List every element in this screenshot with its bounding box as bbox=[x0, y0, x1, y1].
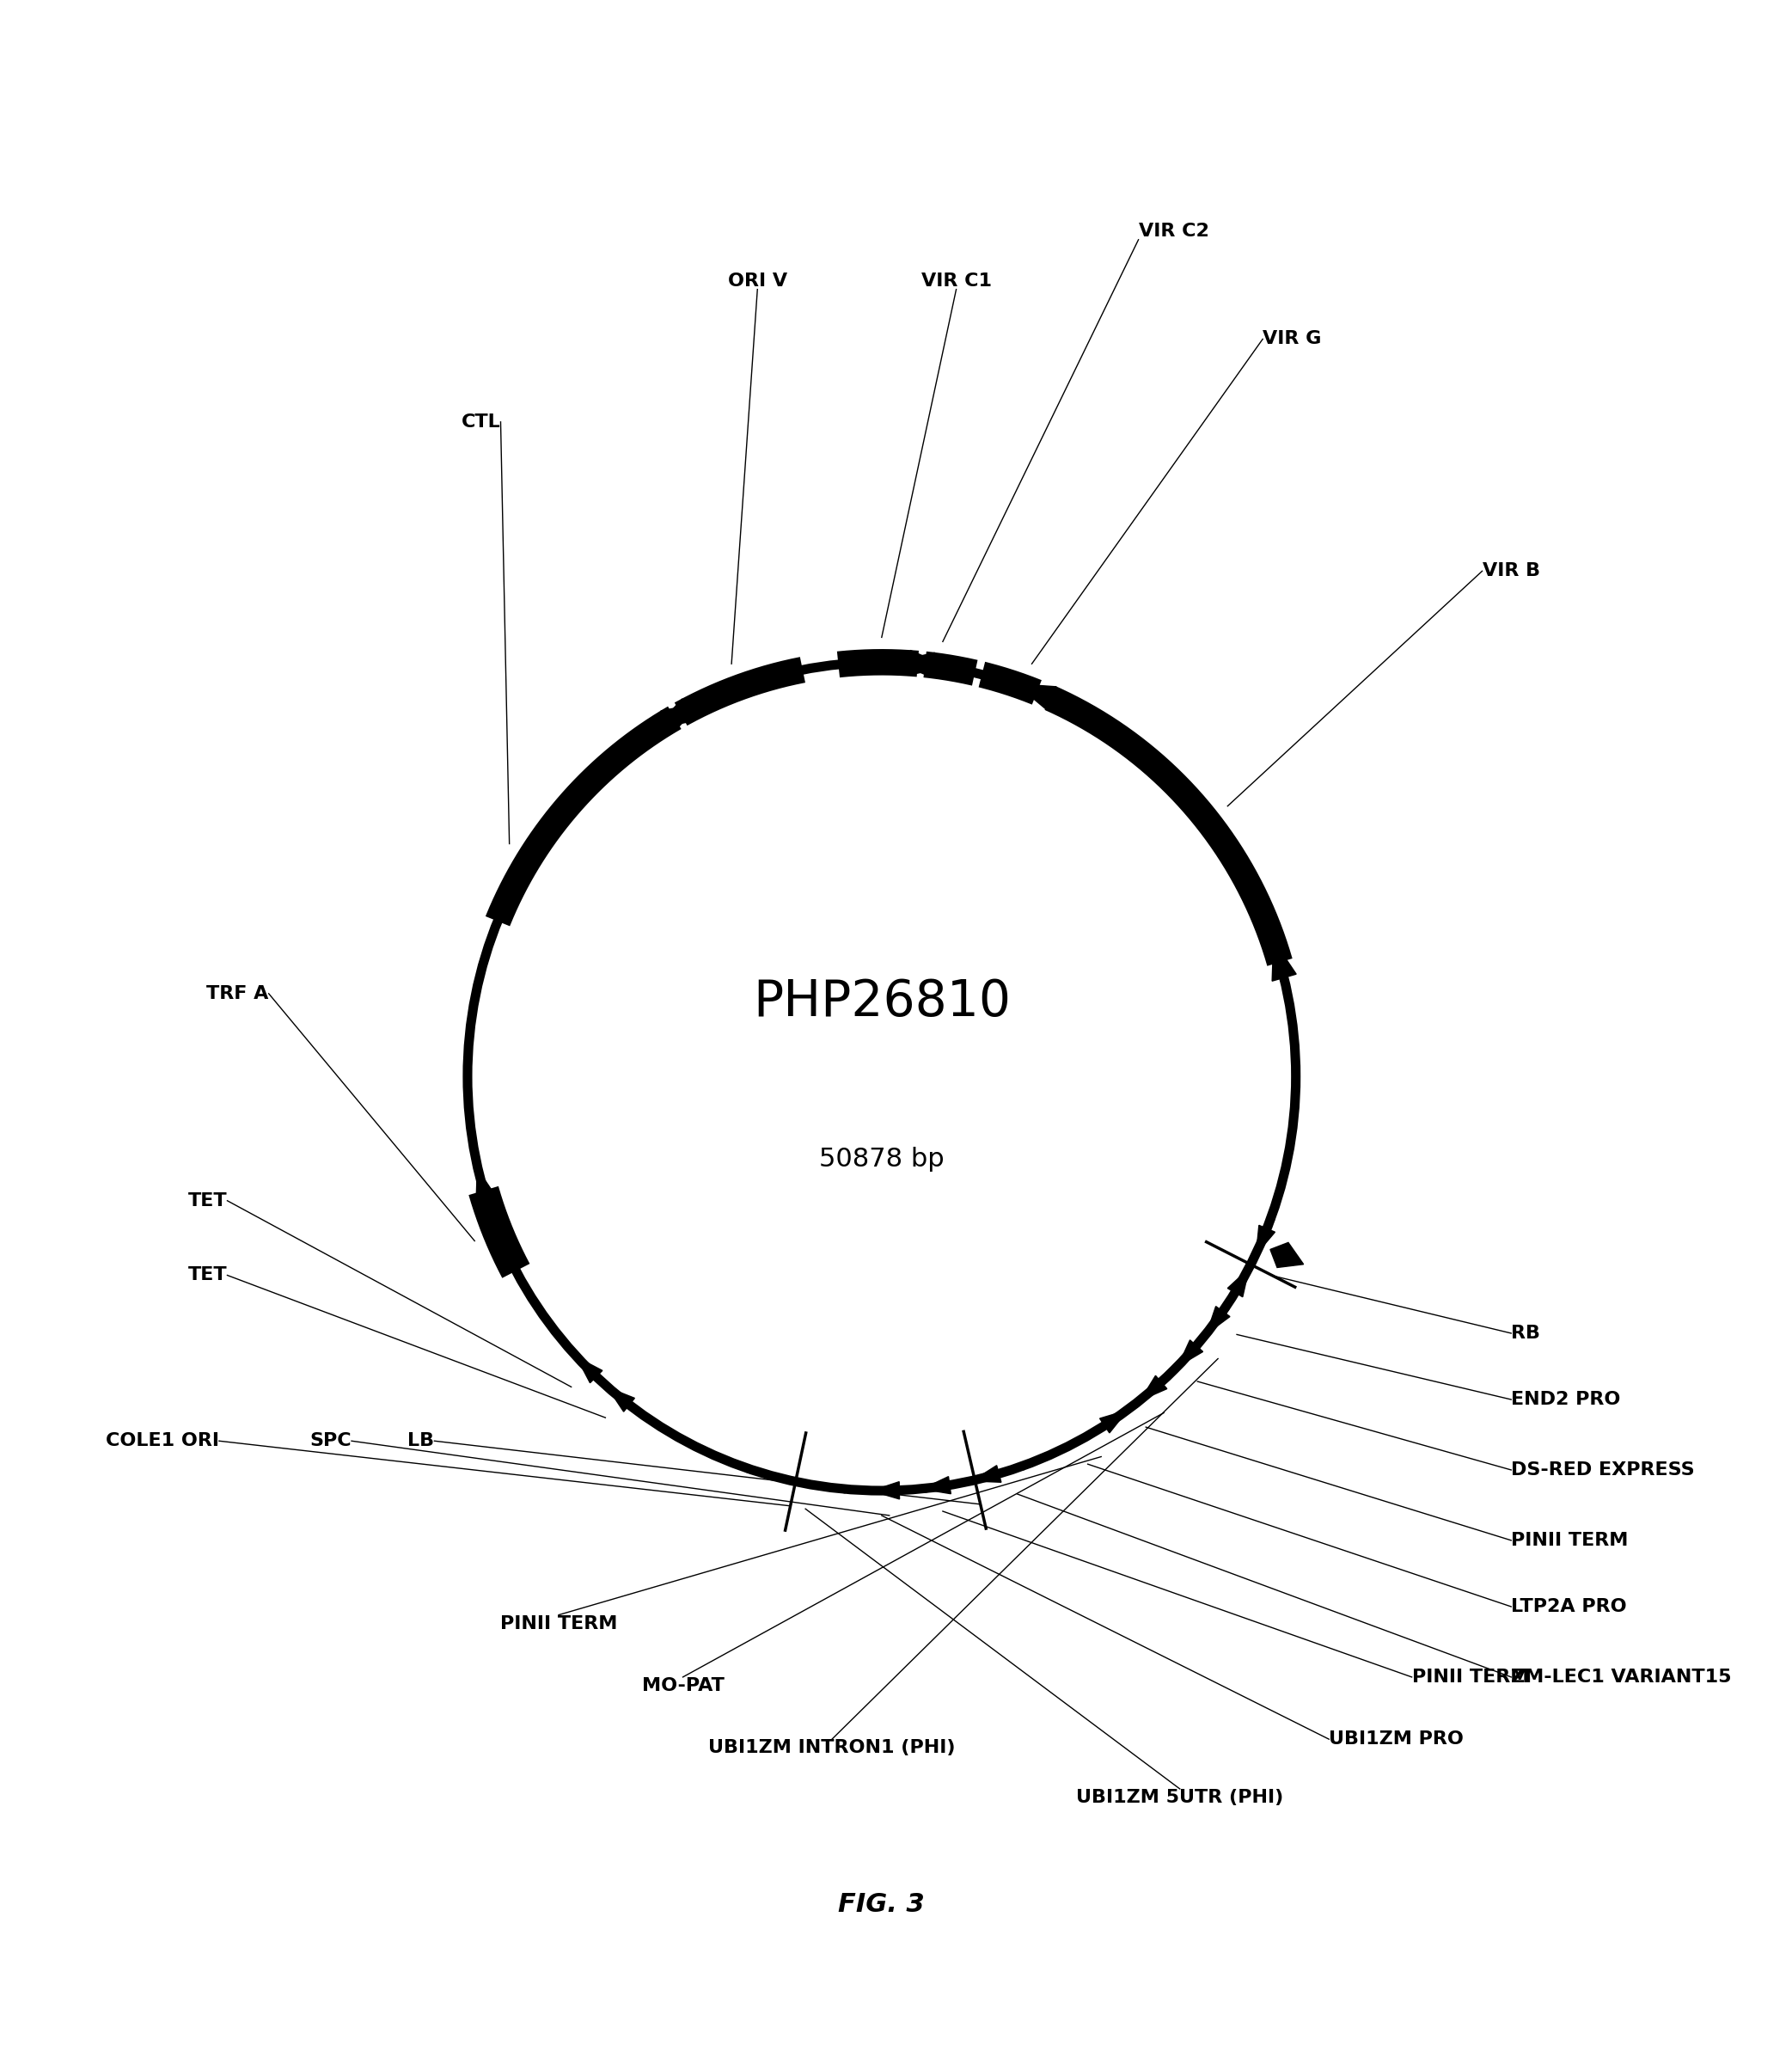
Polygon shape bbox=[661, 704, 701, 733]
Polygon shape bbox=[1271, 1242, 1303, 1267]
Text: SPC: SPC bbox=[310, 1432, 351, 1449]
Text: TET: TET bbox=[188, 1192, 228, 1209]
Polygon shape bbox=[909, 650, 948, 675]
Text: PINII TERM: PINII TERM bbox=[500, 1615, 616, 1631]
Polygon shape bbox=[1100, 1410, 1127, 1432]
Text: TRF A: TRF A bbox=[206, 985, 269, 1002]
Text: UBI1ZM PRO: UBI1ZM PRO bbox=[1330, 1731, 1464, 1747]
Polygon shape bbox=[477, 1170, 500, 1209]
Polygon shape bbox=[1140, 1377, 1167, 1401]
Polygon shape bbox=[577, 1358, 602, 1383]
Polygon shape bbox=[1206, 1306, 1229, 1333]
Text: ORI V: ORI V bbox=[728, 271, 787, 290]
Polygon shape bbox=[871, 1482, 900, 1499]
Text: UBI1ZM 5UTR (PHI): UBI1ZM 5UTR (PHI) bbox=[1077, 1788, 1283, 1807]
Polygon shape bbox=[1016, 683, 1055, 710]
Text: CTL: CTL bbox=[461, 414, 500, 431]
Polygon shape bbox=[1272, 940, 1296, 981]
Text: END2 PRO: END2 PRO bbox=[1511, 1391, 1620, 1408]
Polygon shape bbox=[971, 1466, 1002, 1482]
Polygon shape bbox=[607, 1387, 634, 1412]
Text: MO-PAT: MO-PAT bbox=[642, 1677, 724, 1693]
Text: LTP2A PRO: LTP2A PRO bbox=[1511, 1598, 1627, 1615]
Text: VIR B: VIR B bbox=[1482, 563, 1539, 580]
Text: FIG. 3: FIG. 3 bbox=[839, 1892, 925, 1917]
Text: 50878 bp: 50878 bp bbox=[819, 1147, 944, 1172]
Text: VIR C2: VIR C2 bbox=[1138, 221, 1210, 240]
Polygon shape bbox=[894, 652, 935, 677]
Polygon shape bbox=[654, 700, 695, 729]
Polygon shape bbox=[923, 1476, 952, 1495]
Text: VIR C1: VIR C1 bbox=[921, 271, 991, 290]
Text: ZM-LEC1 VARIANT15: ZM-LEC1 VARIANT15 bbox=[1511, 1668, 1731, 1685]
Text: PINII TERM: PINII TERM bbox=[1412, 1668, 1529, 1685]
Text: UBI1ZM INTRON1 (PHI): UBI1ZM INTRON1 (PHI) bbox=[708, 1739, 955, 1755]
Text: LB: LB bbox=[407, 1432, 434, 1449]
Polygon shape bbox=[1177, 1339, 1202, 1366]
Polygon shape bbox=[1228, 1269, 1249, 1298]
Text: DS-RED EXPRESS: DS-RED EXPRESS bbox=[1511, 1461, 1695, 1478]
Text: COLE1 ORI: COLE1 ORI bbox=[106, 1432, 219, 1449]
Text: PINII TERM: PINII TERM bbox=[1511, 1532, 1629, 1548]
Text: TET: TET bbox=[188, 1267, 228, 1283]
Text: PHP26810: PHP26810 bbox=[753, 977, 1011, 1027]
Text: VIR G: VIR G bbox=[1263, 331, 1321, 348]
Text: RB: RB bbox=[1511, 1325, 1541, 1341]
Polygon shape bbox=[1256, 1225, 1274, 1254]
